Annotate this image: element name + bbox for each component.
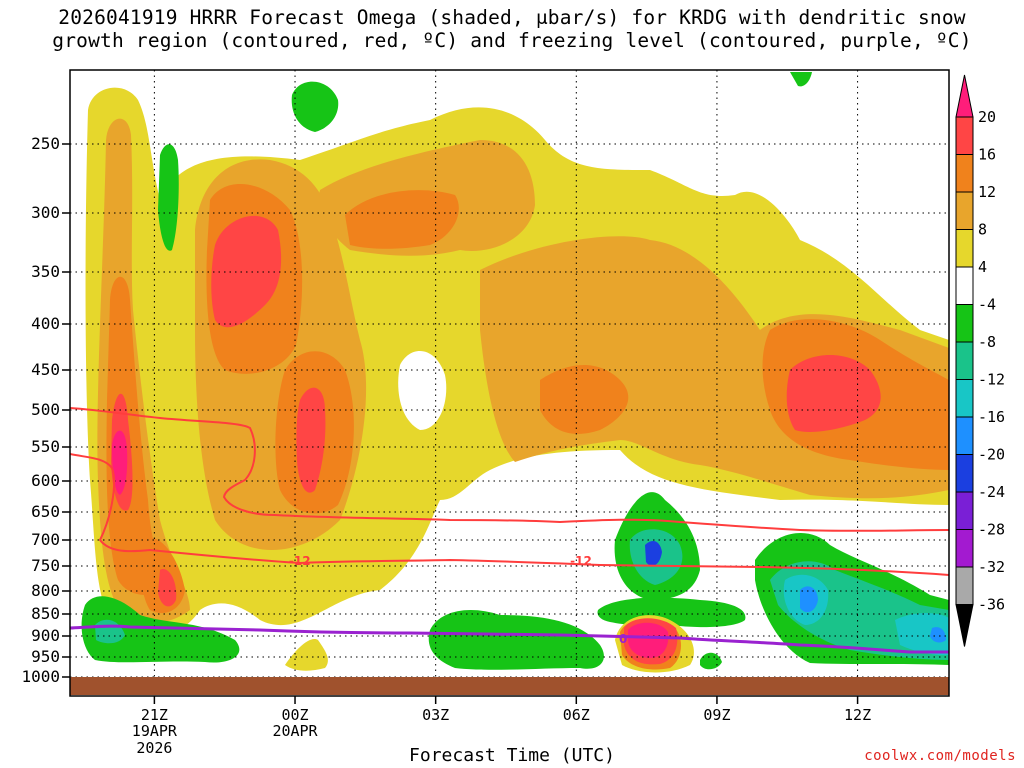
y-tick-label: 300 bbox=[31, 203, 60, 222]
colorbar-swatch bbox=[955, 491, 974, 530]
colorbar-swatch bbox=[955, 379, 974, 418]
x-tick-label: 21Z bbox=[141, 706, 168, 724]
y-axis: 250 300 350 400 450 500 550 600 650 700 750 800 850 9… bbox=[21, 134, 70, 686]
omega-region-magenta bbox=[112, 430, 128, 495]
x-tick-label: 06Z bbox=[563, 706, 590, 724]
colorbar-label: 16 bbox=[978, 146, 996, 164]
omega-region-yellow-small bbox=[285, 639, 328, 671]
y-tick-label: 1000 bbox=[21, 667, 60, 686]
plot-frame bbox=[69, 69, 950, 697]
x-axis-title: Forecast Time (UTC) bbox=[409, 745, 615, 766]
x-tick-label: 12Z bbox=[844, 706, 871, 724]
colorbar-label: 12 bbox=[978, 183, 996, 201]
freezing-contour bbox=[70, 624, 949, 654]
y-tick-label: 350 bbox=[31, 262, 60, 281]
omega-region-teal bbox=[95, 529, 949, 660]
x-tick-label: 00Z bbox=[281, 706, 308, 724]
colorbar-swatch bbox=[955, 154, 974, 193]
colorbar-swatch bbox=[955, 266, 974, 305]
credit-link[interactable]: coolwx.com/models bbox=[864, 748, 1016, 764]
y-tick-label: 850 bbox=[31, 604, 60, 623]
colorbar-swatch bbox=[955, 454, 974, 493]
colorbar-label: -24 bbox=[978, 483, 1005, 501]
colorbar-swatch bbox=[955, 229, 974, 268]
y-tick-label: 450 bbox=[31, 360, 60, 379]
colorbar-swatch bbox=[955, 566, 974, 605]
omega-shading bbox=[81, 72, 949, 673]
terrain-strip bbox=[70, 677, 949, 695]
colorbar-bottom-arrow bbox=[955, 604, 974, 647]
chart-title-line1: 2026041919 HRRR Forecast Omega (shaded, … bbox=[58, 6, 966, 29]
omega-region-orange bbox=[106, 184, 949, 614]
y-tick-label: 750 bbox=[31, 556, 60, 575]
omega-region-lowlevel-magenta bbox=[628, 622, 669, 658]
colorbar: 20 16 12 8 4 -4 -8 -12 -16 -20 -24 -28 -32 -36 bbox=[955, 74, 1005, 647]
colorbar-label: 20 bbox=[978, 108, 996, 126]
y-tick-label: 400 bbox=[31, 314, 60, 333]
omega-region-cyan bbox=[783, 574, 949, 656]
contour-label: 0 bbox=[619, 632, 627, 646]
y-tick-label: 650 bbox=[31, 502, 60, 521]
colorbar-label: -20 bbox=[978, 446, 1005, 464]
dgz-contour-lower bbox=[70, 453, 949, 576]
x-tick-sublabel: 2026 bbox=[136, 739, 172, 757]
colorbar-label: -16 bbox=[978, 408, 1005, 426]
colorbar-label: -36 bbox=[978, 596, 1005, 614]
contours bbox=[70, 407, 949, 654]
colorbar-swatch bbox=[955, 116, 974, 155]
colorbar-label: -12 bbox=[978, 371, 1005, 389]
y-tick-label: 550 bbox=[31, 437, 60, 456]
colorbar-label: 4 bbox=[978, 258, 987, 276]
y-tick-label: 950 bbox=[31, 647, 60, 666]
x-tick-label: 09Z bbox=[703, 706, 730, 724]
x-tick-sublabel: 20APR bbox=[272, 722, 318, 740]
omega-region-blue bbox=[800, 586, 946, 643]
chart-title-line2: growth region (contoured, red, ºC) and f… bbox=[52, 29, 972, 52]
colorbar-label: -32 bbox=[978, 558, 1005, 576]
colorbar-swatch bbox=[955, 529, 974, 568]
colorbar-swatch bbox=[955, 416, 974, 455]
colorbar-label: -8 bbox=[978, 333, 996, 351]
omega-region-darkblue bbox=[645, 540, 662, 566]
y-tick-label: 700 bbox=[31, 530, 60, 549]
y-tick-label: 500 bbox=[31, 400, 60, 419]
x-tick-sublabel: 19APR bbox=[132, 722, 178, 740]
x-tick-label: 03Z bbox=[422, 706, 449, 724]
colorbar-label: -28 bbox=[978, 521, 1005, 539]
colorbar-swatch bbox=[955, 191, 974, 230]
chart-title: 2026041919 HRRR Forecast Omega (shaded, … bbox=[0, 6, 1024, 52]
colorbar-label: 8 bbox=[978, 221, 987, 239]
y-tick-label: 600 bbox=[31, 471, 60, 490]
colorbar-label: -4 bbox=[978, 296, 996, 314]
colorbar-swatch bbox=[955, 304, 974, 343]
y-tick-label: 250 bbox=[31, 134, 60, 153]
contour-label: -12 bbox=[570, 554, 592, 568]
dgz-contour-upper bbox=[70, 407, 949, 532]
y-tick-label: 800 bbox=[31, 581, 60, 600]
contour-label: -12 bbox=[289, 554, 311, 568]
y-tick-label: 900 bbox=[31, 626, 60, 645]
colorbar-swatch bbox=[955, 341, 974, 380]
contour-labels: -12 -12 0 bbox=[289, 554, 627, 646]
colorbar-top-arrow bbox=[955, 74, 974, 118]
